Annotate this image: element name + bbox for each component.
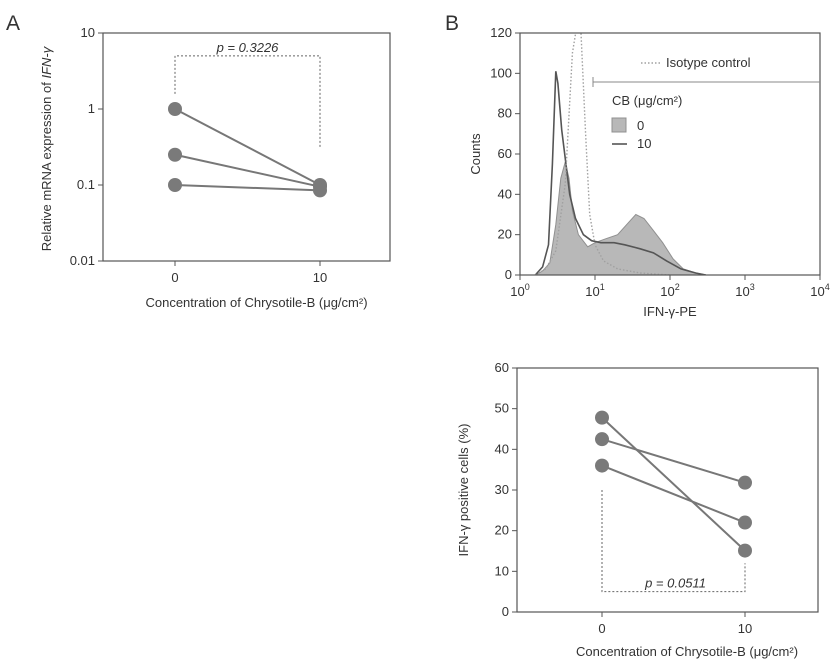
panel-b-y-tick-label: 60 bbox=[498, 146, 512, 161]
panel-a-y-axis-label: Relative mRNA expression of IFN-γ bbox=[39, 45, 54, 251]
panel-a-data-point bbox=[168, 178, 182, 192]
panel-b2-data-point bbox=[595, 410, 609, 425]
panel-b-y-axis-label: Counts bbox=[468, 133, 483, 175]
panel-b2-y-tick-label: 20 bbox=[495, 523, 509, 538]
panel-a-p-value: p = 0.3226 bbox=[216, 40, 280, 55]
panel-b2-data-point bbox=[595, 432, 609, 447]
panel-b2-p-value: p = 0.0511 bbox=[644, 576, 706, 591]
panel-a-axes-frame bbox=[102, 32, 391, 262]
panel-b-plot-area bbox=[534, 33, 706, 275]
panel-b-series-0-area bbox=[535, 161, 706, 275]
panel-a-series-line bbox=[174, 184, 321, 192]
panel-a-y-tick-label: 1 bbox=[88, 101, 95, 116]
panel-a-y-tick-label: 0.1 bbox=[77, 177, 95, 192]
panel-b2-y-axis-label: IFN-γ positive cells (%) bbox=[456, 424, 471, 557]
panel-b-isotype-line bbox=[534, 33, 671, 275]
panel-a-data-point bbox=[168, 147, 182, 162]
panel-b-y-tick-label: 0 bbox=[505, 267, 512, 282]
panel-b2-y-tick-label: 0 bbox=[502, 604, 509, 619]
panel-b-y-tick-label: 80 bbox=[498, 106, 512, 121]
panel-b-y-tick-label: 40 bbox=[498, 186, 512, 201]
panel-b-x-axis-label: IFN-γ-PE bbox=[643, 304, 697, 319]
panel-b2-data-point bbox=[595, 458, 609, 473]
panel-b2-series-line bbox=[601, 464, 746, 524]
panel-a-series-line bbox=[174, 153, 321, 188]
panel-b-legend-swatch-0 bbox=[611, 117, 627, 133]
panel-b-legend-title: CB (μg/cm²) bbox=[612, 93, 682, 108]
panel-b2-x-tick-label: 0 bbox=[598, 621, 605, 636]
panel-b-x-tick-label: 101 bbox=[585, 282, 604, 299]
panel-b2-y-tick-label: 50 bbox=[495, 401, 509, 416]
panel-b-x-tick-label: 103 bbox=[735, 282, 754, 299]
panel-b2-data-point bbox=[738, 515, 752, 530]
panel-a-y-tick-label: 10 bbox=[81, 25, 95, 40]
panel-b-legend-label-10: 10 bbox=[637, 136, 651, 151]
panel-b2-y-tick-label: 10 bbox=[495, 563, 509, 578]
panel-b2-x-axis-label: Concentration of Chrysotile-B (μg/cm²) bbox=[576, 644, 798, 659]
panel-a-series-line bbox=[174, 108, 321, 186]
panel-b-y-tick-label: 120 bbox=[490, 25, 512, 40]
panel-b2-data-point bbox=[738, 475, 752, 490]
panel-b2-y-tick-label: 40 bbox=[495, 441, 509, 456]
panel-a-y-tick-label: 0.01 bbox=[70, 253, 95, 268]
panel-b2-y-tick-label: 30 bbox=[495, 482, 509, 497]
panel-a-x-axis-label: Concentration of Chrysotile-B (μg/cm²) bbox=[145, 295, 367, 310]
panel-b2-series-line bbox=[601, 438, 746, 484]
panel-b-x-tick-label: 100 bbox=[510, 282, 529, 299]
panel-a-x-tick-label: 0 bbox=[171, 270, 178, 285]
panel-b-y-tick-label: 100 bbox=[490, 65, 512, 80]
panel-b-y-tick-label: 20 bbox=[498, 227, 512, 242]
panel-b-x-tick-label: 104 bbox=[810, 282, 829, 299]
panel-b2-series-line bbox=[601, 416, 746, 552]
panel-a-p-bracket bbox=[174, 55, 321, 149]
panel-b-legend-isotype-label: Isotype control bbox=[666, 55, 751, 70]
panel-a-x-tick-label: 10 bbox=[313, 270, 327, 285]
panel-a-data-point bbox=[313, 183, 327, 198]
panel-letter-a: A bbox=[6, 12, 21, 35]
panel-b2-x-tick-label: 10 bbox=[738, 621, 752, 636]
panel-b-series-10-line bbox=[534, 71, 706, 275]
panel-b2-data-point bbox=[738, 543, 752, 558]
panel-a-data-point bbox=[168, 102, 182, 116]
panel-b2-y-tick-label: 60 bbox=[495, 360, 509, 375]
panel-b-legend-label-0: 0 bbox=[637, 118, 644, 133]
panel-letter-b: B bbox=[445, 12, 460, 35]
panel-b2-p-bracket bbox=[601, 490, 746, 593]
panel-b-x-tick-label: 102 bbox=[660, 282, 679, 299]
